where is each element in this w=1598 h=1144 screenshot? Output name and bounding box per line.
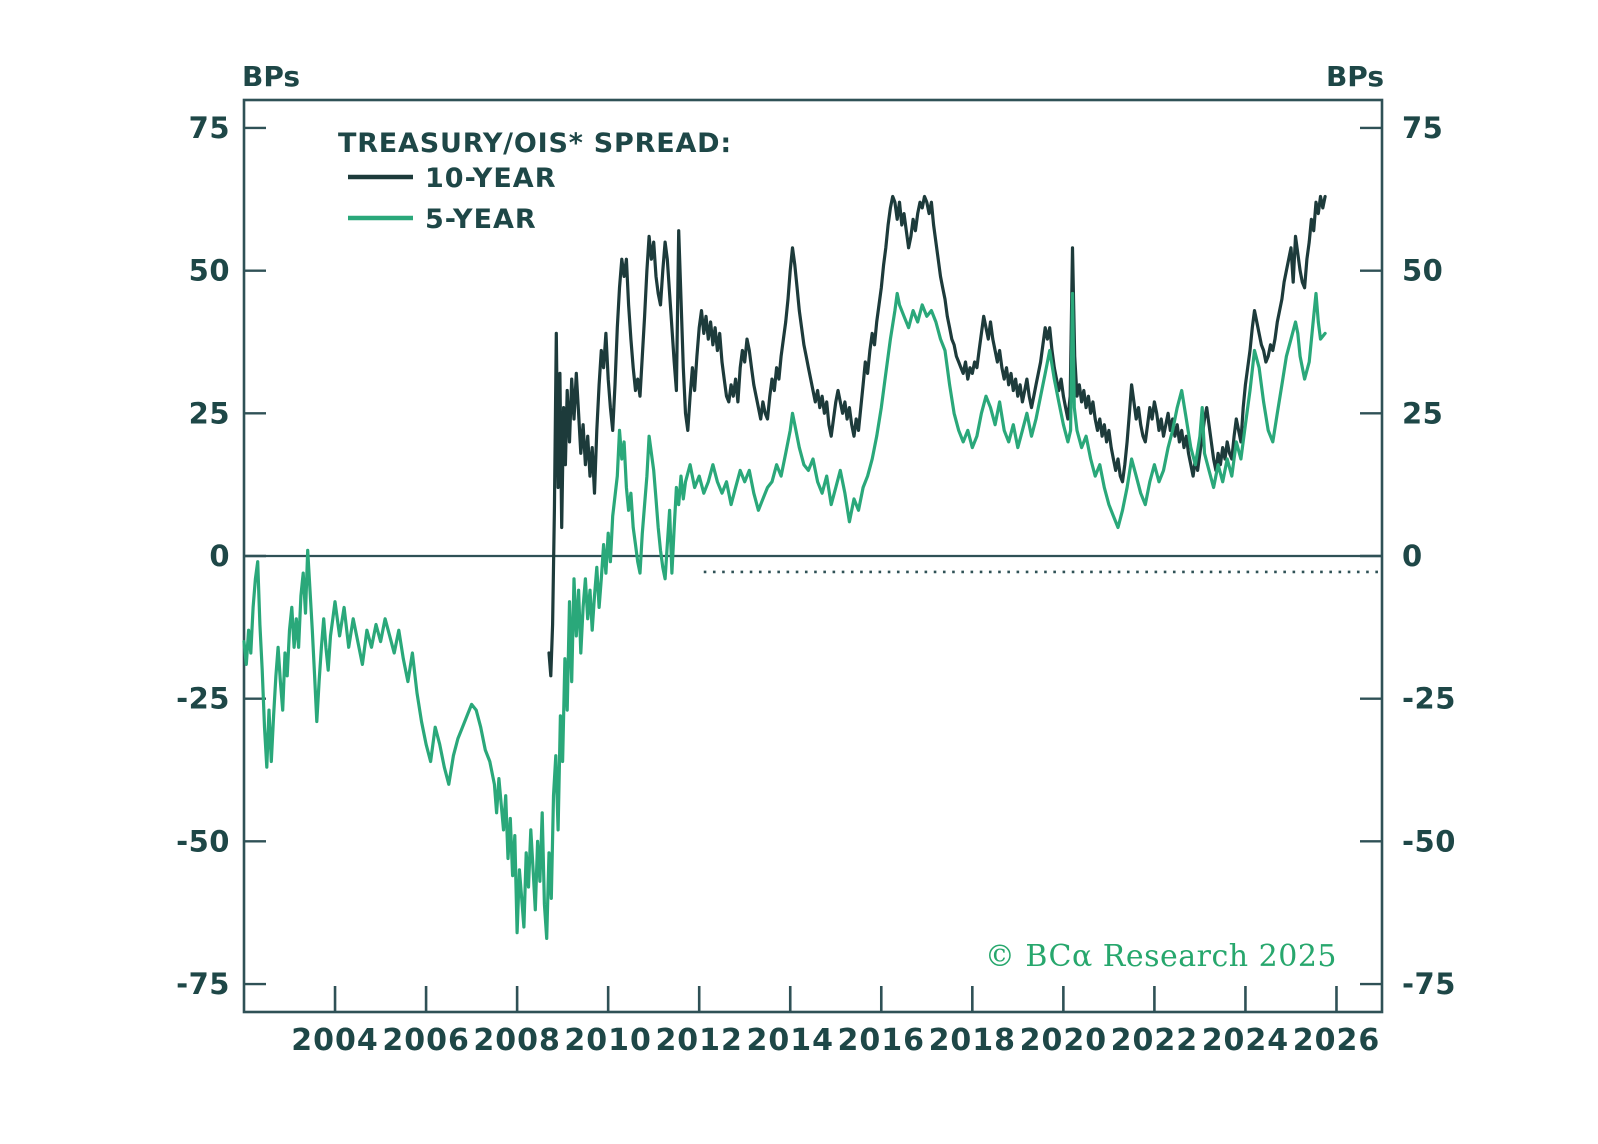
- x-tick-label: 2006: [382, 1023, 470, 1058]
- legend-label-10-year: 10-YEAR: [425, 163, 557, 194]
- y-tick-label-left: -25: [176, 682, 230, 716]
- copyright-notice: © BCα Research 2025: [985, 939, 1337, 974]
- x-tick-label: 2014: [746, 1023, 834, 1058]
- legend-label-5-year: 5-YEAR: [425, 204, 537, 235]
- x-axis-ticks: 2004 2006 2008 2010 2012 2014 2016 2018 2020 2022…: [291, 986, 1381, 1058]
- y-tick-label-right: 0: [1402, 539, 1423, 573]
- x-tick-label: 2008: [473, 1023, 561, 1058]
- x-tick-label: 2022: [1111, 1023, 1199, 1058]
- series-line-10-year: [547, 194, 1327, 678]
- y-axis-ticks-left: 75 50 25 0 -25 -50 -75: [176, 111, 266, 1001]
- x-tick-label: 2016: [838, 1023, 926, 1058]
- right-axis-units-label: BPs: [1326, 60, 1384, 93]
- y-tick-label-right: -75: [1402, 967, 1456, 1001]
- x-tick-label: 2012: [655, 1023, 743, 1058]
- y-tick-label-right: 50: [1402, 254, 1443, 288]
- x-tick-label: 2004: [291, 1023, 379, 1058]
- y-tick-label-left: 0: [209, 539, 230, 573]
- x-tick-label: 2010: [564, 1023, 652, 1058]
- x-tick-label: 2024: [1202, 1023, 1290, 1058]
- y-tick-label-right: 75: [1402, 111, 1443, 145]
- y-tick-label-left: 25: [189, 396, 230, 430]
- legend-title: TREASURY/OIS* SPREAD:: [338, 128, 732, 159]
- x-tick-label: 2020: [1020, 1023, 1108, 1058]
- legend: TREASURY/OIS* SPREAD: 10-YEAR 5-YEAR: [338, 128, 732, 235]
- y-tick-label-left: 50: [189, 254, 230, 288]
- x-tick-label: 2026: [1293, 1023, 1381, 1058]
- y-tick-label-left: -75: [176, 967, 230, 1001]
- y-tick-label-right: 25: [1402, 396, 1443, 430]
- data-series: [242, 194, 1327, 941]
- x-tick-label: 2018: [929, 1023, 1017, 1058]
- y-tick-label-left: -50: [176, 824, 230, 858]
- y-axis-ticks-right: 75 50 25 0 -25 -50 -75: [1360, 111, 1456, 1001]
- left-axis-units-label: BPs: [242, 60, 300, 93]
- y-tick-label-left: 75: [189, 111, 230, 145]
- y-tick-label-right: -50: [1402, 824, 1456, 858]
- y-tick-label-right: -25: [1402, 682, 1456, 716]
- series-line-5-year: [242, 291, 1327, 941]
